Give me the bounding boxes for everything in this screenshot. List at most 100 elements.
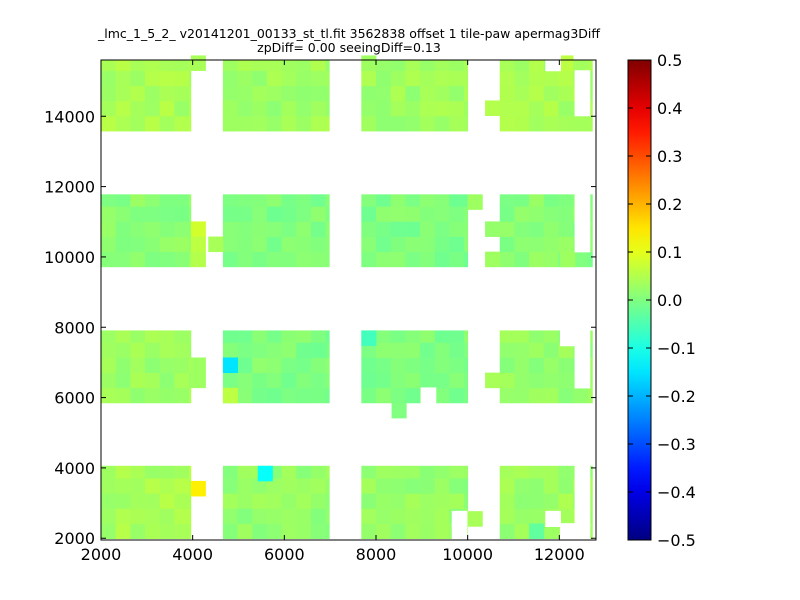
heatmap-cell — [174, 221, 190, 237]
heatmap-cell — [145, 60, 161, 71]
x-tick-label: 10000 — [442, 545, 493, 564]
heatmap-empty-cell — [574, 194, 591, 211]
heatmap-cell — [376, 508, 392, 524]
heatmap-cell — [325, 194, 330, 207]
colorbar-tick-label: −0.5 — [657, 531, 696, 550]
heatmap-cell — [145, 70, 161, 87]
heatmap-cell — [529, 357, 545, 374]
heatmap-cell — [159, 465, 175, 479]
heatmap-cell — [543, 330, 559, 343]
heatmap-cell — [115, 508, 131, 524]
heatmap-cell — [449, 115, 465, 132]
heatmap-cell — [405, 70, 421, 87]
heatmap-cell — [325, 342, 330, 358]
heatmap-cell — [115, 85, 131, 102]
heatmap-cell — [325, 523, 330, 539]
heatmap-cell — [310, 387, 326, 404]
colorbar-tick-label: 0.2 — [657, 195, 682, 214]
heatmap-cell — [266, 85, 282, 102]
heatmap-cell — [189, 194, 192, 207]
heatmap-cell — [485, 251, 501, 268]
heatmap-cell — [310, 85, 326, 102]
heatmap-cell — [558, 387, 574, 404]
heatmap-cell — [390, 508, 406, 524]
heatmap-cell — [499, 387, 515, 404]
heatmap-cell — [449, 206, 465, 222]
heatmap-cell — [174, 236, 190, 253]
heatmap-cell — [189, 115, 192, 132]
heatmap-cell — [266, 115, 282, 132]
heatmap-empty-cell — [420, 387, 437, 404]
heatmap-cell — [449, 493, 465, 509]
heatmap-cell — [464, 493, 469, 509]
heatmap-cell — [390, 206, 406, 222]
heatmap-cell — [222, 330, 238, 343]
heatmap-cell — [252, 357, 268, 374]
y-tick-label: 12000 — [44, 178, 95, 197]
heatmap-cell — [361, 221, 377, 237]
heatmap-cell — [558, 508, 574, 524]
heatmap-cell — [281, 115, 297, 132]
heatmap-cell — [115, 100, 131, 117]
heatmap-cell — [222, 115, 238, 132]
heatmap-cell — [434, 330, 450, 343]
heatmap-cell — [174, 508, 190, 524]
heatmap-cell — [222, 194, 238, 207]
heatmap-cell — [237, 100, 253, 117]
heatmap-cell — [252, 115, 268, 132]
heatmap-cell — [434, 70, 450, 87]
heatmap-cell — [310, 493, 326, 509]
heatmap-cell — [237, 221, 253, 237]
heatmap-cell — [464, 387, 469, 404]
heatmap-cell — [405, 206, 421, 222]
heatmap-cell — [296, 70, 312, 87]
heatmap-empty-cell — [574, 70, 591, 87]
heatmap-cell — [101, 357, 117, 374]
heatmap-cell — [325, 465, 330, 479]
colorbar-tick-label: −0.1 — [657, 339, 696, 358]
heatmap-cell — [434, 206, 450, 222]
heatmap-cell — [529, 100, 545, 117]
heatmap-cell — [115, 342, 131, 358]
heatmap-cell — [237, 236, 253, 253]
heatmap-cell — [361, 523, 377, 539]
heatmap-cell — [130, 478, 146, 494]
heatmap-cell — [130, 508, 146, 524]
heatmap-cell — [159, 330, 175, 343]
heatmap-cell — [252, 508, 268, 524]
heatmap-cell — [325, 206, 330, 222]
heatmap-cell — [543, 465, 559, 479]
heatmap-cell — [145, 342, 161, 358]
heatmap-cell — [434, 221, 450, 237]
heatmap-cell — [266, 372, 282, 389]
heatmap-cell — [405, 478, 421, 494]
heatmap-empty-cell — [574, 523, 591, 540]
heatmap-cell — [361, 330, 377, 346]
heatmap-cell — [266, 387, 282, 404]
heatmap-cell — [222, 70, 238, 87]
heatmap-cell — [325, 251, 330, 268]
heatmap-cell — [420, 194, 436, 207]
heatmap-cell — [361, 115, 377, 132]
heatmap-empty-cell — [559, 523, 576, 540]
heatmap-cell — [434, 357, 450, 374]
heatmap-cell — [361, 236, 377, 253]
heatmap-cell — [420, 115, 436, 132]
heatmap-cell — [159, 70, 175, 87]
heatmap-cell — [190, 221, 206, 237]
heatmap-cell — [145, 251, 161, 268]
heatmap-cell — [499, 251, 515, 268]
heatmap-empty-cell — [574, 221, 591, 238]
heatmap-cell — [296, 221, 312, 237]
heatmap-cell — [361, 372, 377, 389]
heatmap-cell — [325, 493, 330, 509]
heatmap-empty-cell — [451, 510, 468, 527]
heatmap-cell — [464, 115, 469, 132]
heatmap-cell — [529, 330, 545, 343]
heatmap-cell — [405, 221, 421, 237]
heatmap-cell — [252, 478, 268, 494]
heatmap-cell — [310, 465, 326, 479]
heatmap-cell — [101, 372, 117, 389]
heatmap-cell — [325, 478, 330, 494]
heatmap-cell — [174, 387, 190, 404]
